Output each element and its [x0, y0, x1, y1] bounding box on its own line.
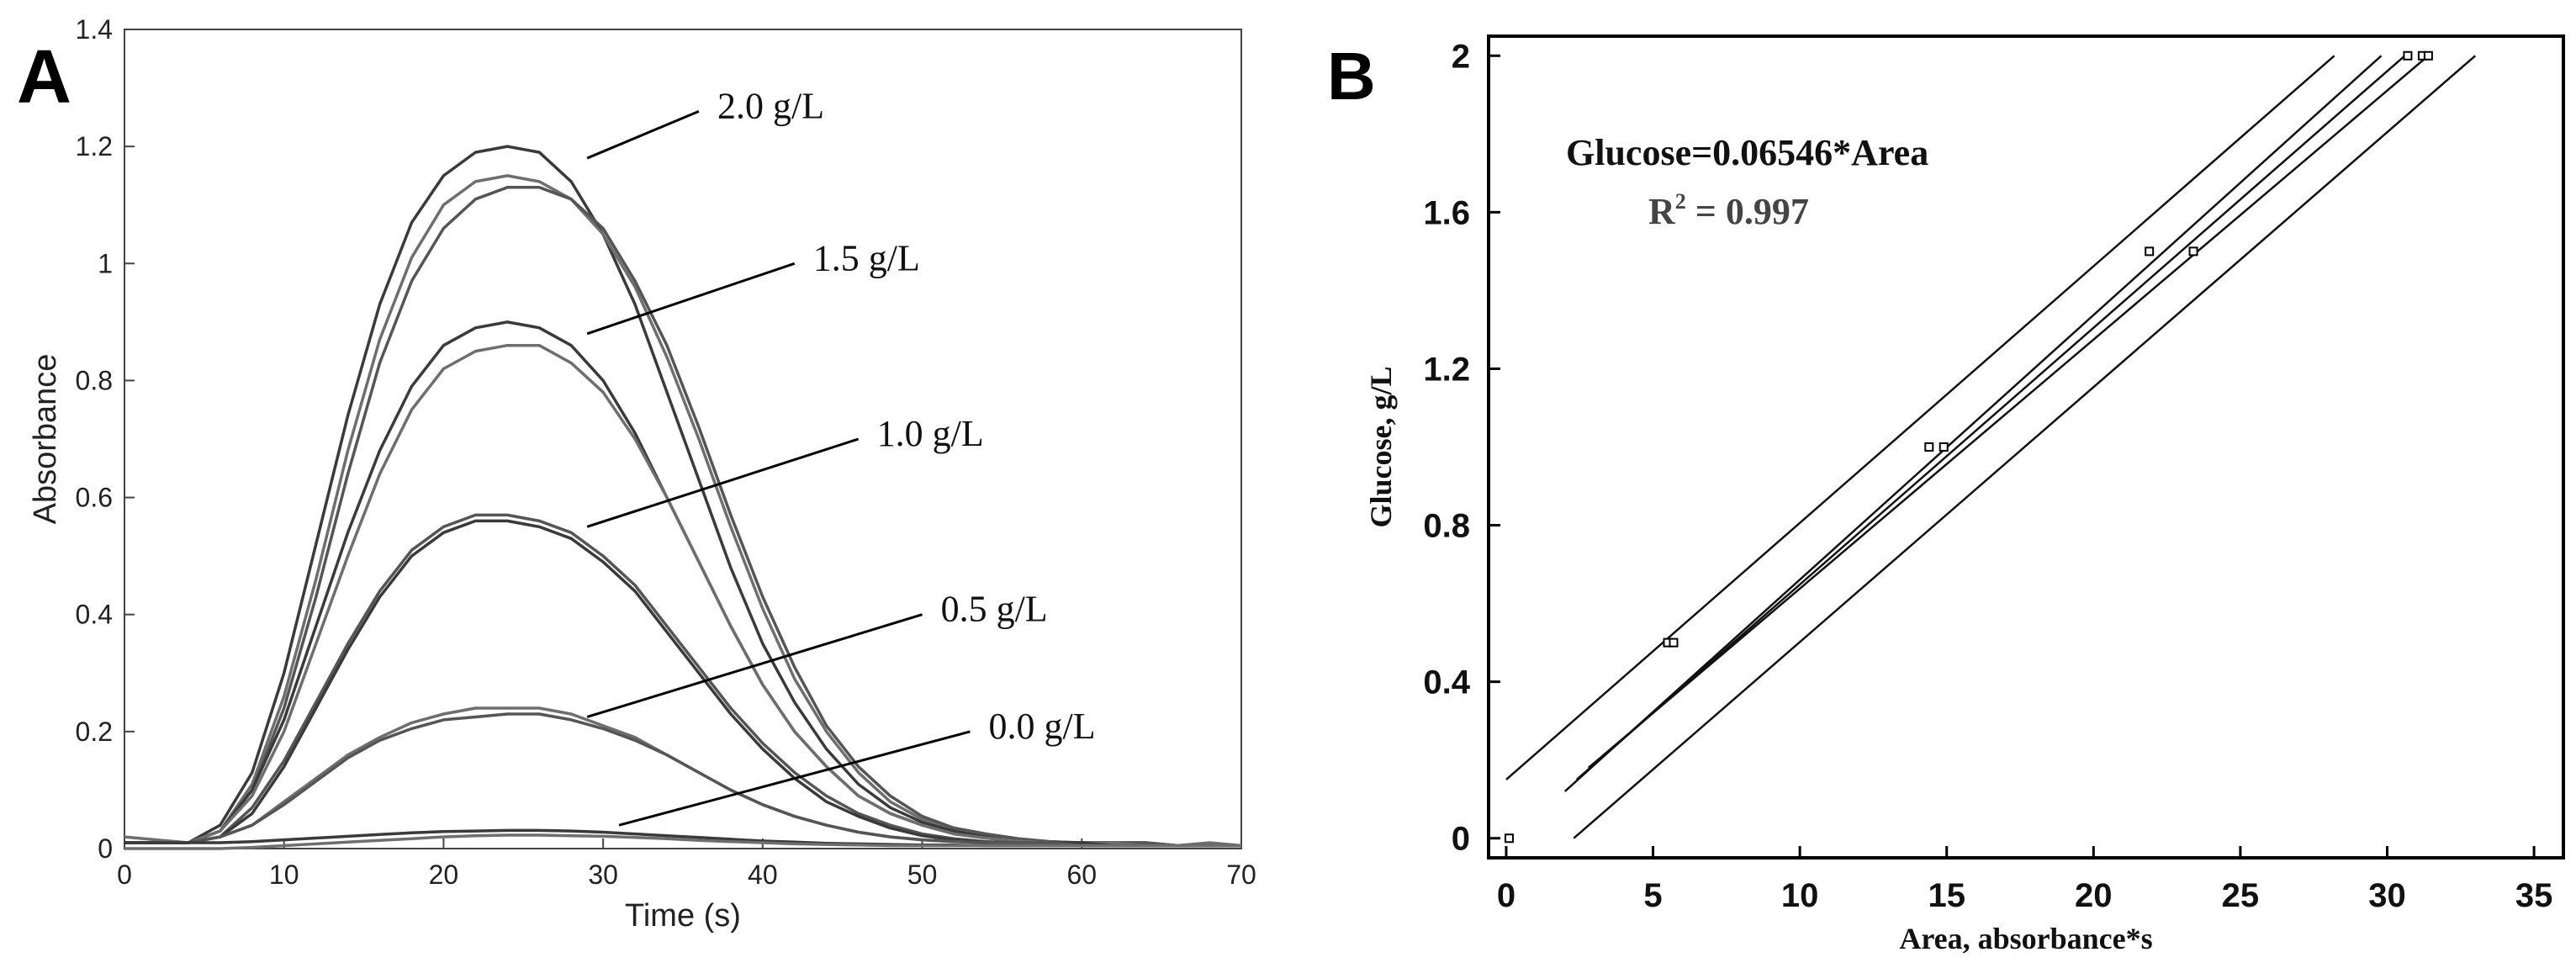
panel-b-band-line — [1587, 55, 2430, 769]
panel-a-y-tick-label: 0.6 — [76, 483, 113, 513]
panel-b-ticks: 0 5 10 15 20 25 30 35 0 0.4 0.8 1.2 1.6 2 — [1423, 38, 2552, 914]
panel-b-data-point — [1924, 442, 1934, 452]
panel-a-annotation-label: 0.5 g/L — [941, 589, 1048, 630]
panel-a-x-tick-label: 50 — [907, 860, 938, 890]
panel-b-y-tick-label: 1.6 — [1423, 194, 1470, 231]
panel-b: B 0 5 10 15 20 25 30 35 0 0.4 0.8 1.2 1.6 2 Glucose=0… — [1327, 34, 2565, 955]
panel-a-x-tick-label: 30 — [588, 860, 618, 890]
panel-b-band-line — [1573, 55, 2477, 839]
panel-b-band-line — [1575, 55, 2406, 780]
panel-a-annotation-label: 1.0 g/L — [877, 413, 984, 454]
panel-a-annotation-leader — [586, 613, 923, 718]
panel-a-series-line — [124, 833, 1241, 850]
panel-a-annotation-label: 1.5 g/L — [813, 237, 920, 278]
panel-b-band-line — [1505, 55, 2335, 780]
panel-a-y-axis-label: Absorbance — [28, 354, 63, 525]
panel-b-x-tick-label: 0 — [1497, 877, 1515, 914]
r-squared-sup: 2 — [1675, 189, 1686, 214]
panel-b-data-point — [2423, 50, 2433, 61]
panel-a-annotation-label: 0.0 g/L — [988, 706, 1095, 747]
panel-a-x-tick-label: 10 — [269, 860, 299, 890]
panel-b-x-tick-label: 10 — [1781, 877, 1819, 914]
panel-b-data-point — [2145, 246, 2155, 257]
r-squared-r: R — [1648, 191, 1676, 232]
panel-a-y-tick-label: 0.2 — [76, 717, 113, 747]
panel-b-x-tick-label: 30 — [2368, 877, 2406, 914]
panel-b-lines — [1505, 55, 2477, 839]
panel-b-x-tick-label: 25 — [2222, 877, 2260, 914]
panel-a-x-tick-label: 20 — [429, 860, 459, 890]
panel-a-y-tick-label: 0 — [98, 833, 113, 864]
panel-b-points — [1504, 50, 2433, 844]
panel-b-data-point — [2403, 50, 2413, 61]
panel-a-x-axis-label: Time (s) — [625, 898, 741, 934]
panel-b-x-tick-label: 5 — [1643, 877, 1662, 914]
panel-a-y-tick-label: 1.4 — [76, 14, 113, 45]
panel-b-y-axis-label: Glucose, g/L — [1364, 366, 1398, 527]
panel-a-series — [124, 145, 1242, 850]
panel-b-x-tick-label: 20 — [2075, 877, 2113, 914]
panel-a-y-tick-label: 1.2 — [76, 131, 113, 161]
panel-b-r-squared: R2 = 0.997 — [1648, 189, 1809, 232]
panel-b-equation: Glucose=0.06546*Area — [1566, 132, 1928, 173]
panel-a-series-line — [124, 343, 1241, 848]
panel-b-y-tick-label: 1.2 — [1423, 351, 1470, 388]
panel-a-annotation-leader — [586, 437, 860, 528]
panel-b-plot-frame — [1487, 34, 2565, 860]
panel-a-x-tick-label: 70 — [1226, 860, 1256, 890]
panel-a-y-tick-label: 1 — [98, 248, 113, 278]
panel-b-x-tick-label: 15 — [1928, 877, 1965, 914]
panel-a-ticks: 0 10 20 30 40 50 60 70 0 0.2 0.4 0.6 0.8 1 1.2 1.4 — [76, 14, 1256, 890]
panel-a-series-line — [124, 712, 1241, 848]
panel-b-label: B — [1327, 39, 1376, 114]
panel-a-y-tick-label: 0.8 — [76, 365, 113, 395]
r-squared-value: = 0.997 — [1686, 191, 1809, 232]
panel-b-y-tick-label: 0.4 — [1423, 664, 1470, 701]
panel-a-y-tick-label: 0.4 — [76, 600, 113, 630]
panel-b-y-tick-label: 0.8 — [1423, 508, 1470, 545]
panel-a-annotation-leader — [586, 262, 796, 336]
panel-a-x-tick-label: 60 — [1066, 860, 1097, 890]
panel-a-annotation-leader — [586, 110, 700, 160]
panel-b-x-axis-label: Area, absorbance*s — [1899, 922, 2152, 955]
panel-b-band-line — [1563, 55, 2383, 792]
panel-a-annotation-label: 2.0 g/L — [717, 85, 824, 126]
panel-a-plot-frame — [124, 29, 1242, 849]
panel-b-x-tick-label: 35 — [2515, 877, 2553, 914]
panel-a-annotation-leader — [618, 730, 971, 827]
panel-b-y-tick-label: 2 — [1452, 38, 1470, 75]
panel-a-annotations: 2.0 g/L 1.5 g/L 1.0 g/L 0.5 g/L 0.0 g/L — [586, 85, 1096, 827]
panel-b-y-tick-label: 0 — [1452, 821, 1470, 858]
panel-a-x-tick-label: 40 — [748, 860, 778, 890]
panel-b-data-point — [2188, 246, 2198, 257]
panel-b-data-point — [1939, 442, 1949, 452]
panel-a-label: A — [17, 35, 71, 119]
panel-b-data-point — [1504, 833, 1514, 844]
panel-b-data-point — [1669, 637, 1679, 648]
panel-a: A 0 10 20 30 40 50 60 70 0 0.2 0.4 0.6 0.8 1 1.2 1.4 2.… — [17, 14, 1256, 934]
panel-a-x-tick-label: 0 — [117, 860, 132, 890]
